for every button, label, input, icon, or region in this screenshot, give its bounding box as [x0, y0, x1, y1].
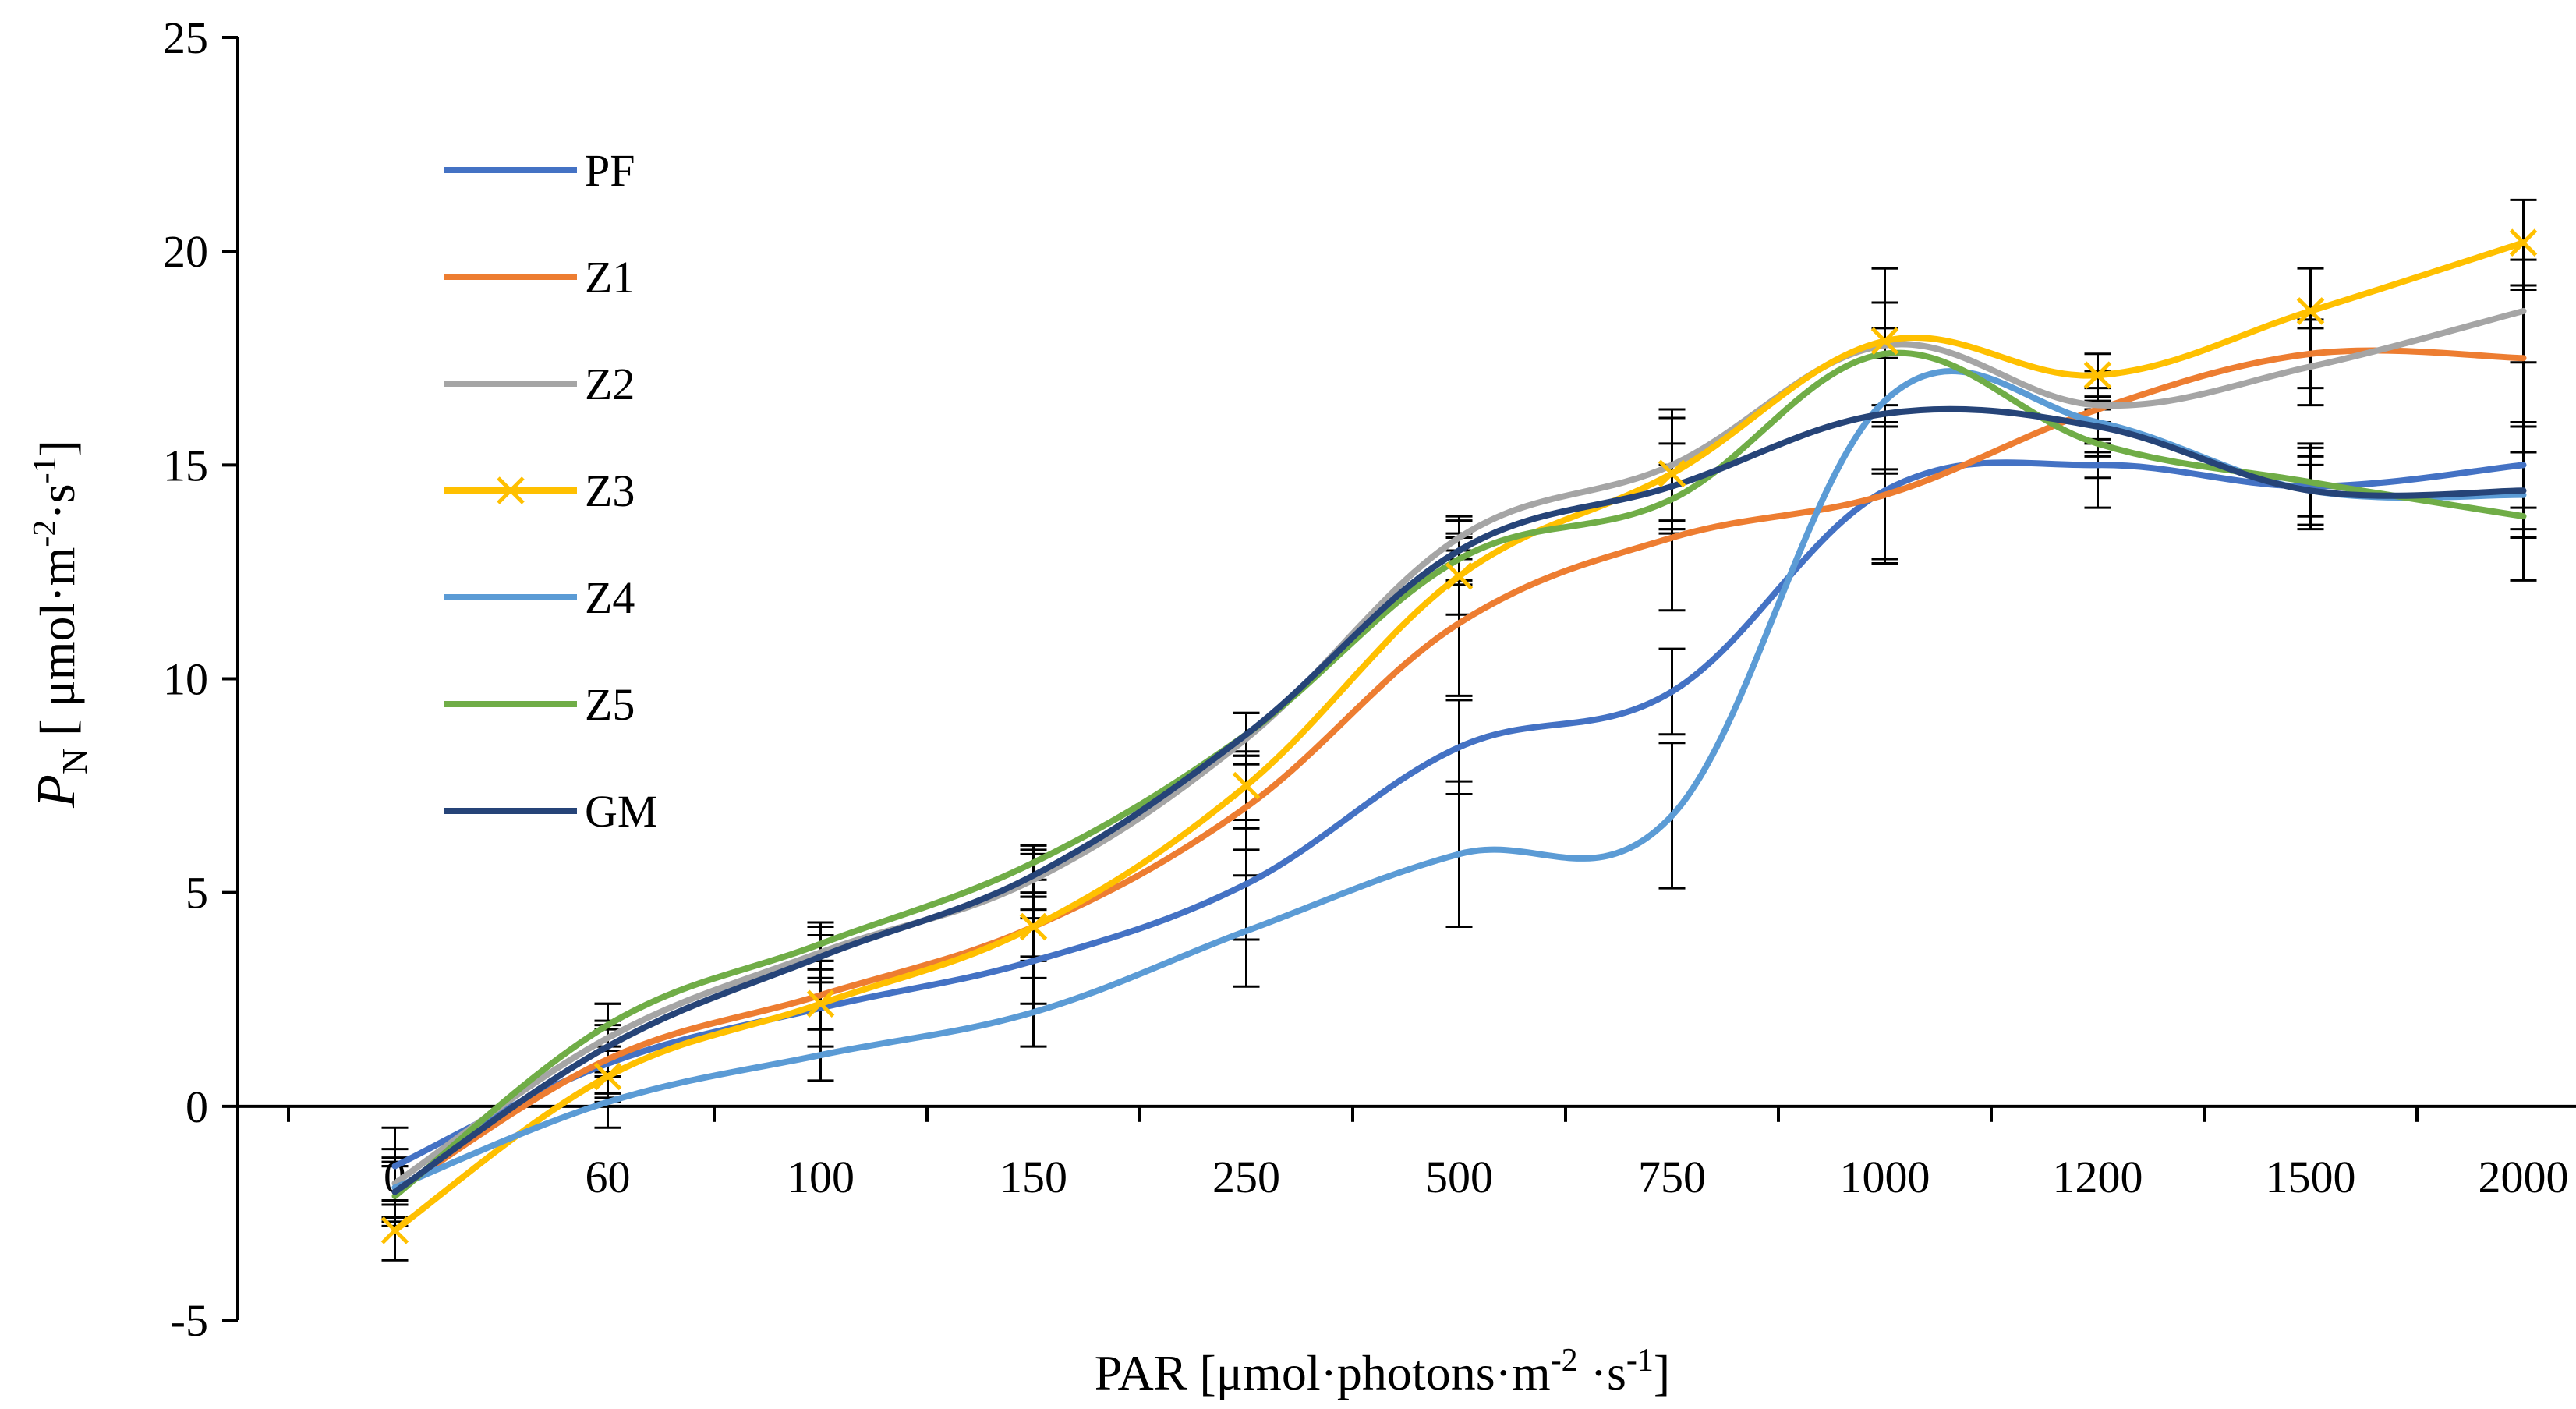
data-point-z3 [1658, 459, 1686, 488]
x-tick-label: 1000 [1840, 1152, 1930, 1202]
series-line-z5 [391, 349, 2527, 1199]
x-tick-label: 1500 [2266, 1152, 2356, 1202]
data-point-z3 [380, 1216, 409, 1244]
error-bars [381, 198, 2537, 1262]
y-tick-label: 15 [163, 440, 208, 490]
x-tick-label: 2000 [2479, 1152, 2569, 1202]
x-tick-label: 1200 [2053, 1152, 2143, 1202]
legend-label: Z2 [585, 359, 635, 409]
legend-item-z1: Z1 [444, 252, 635, 303]
series-line-z1 [391, 347, 2527, 1195]
series-line-gm [391, 405, 2527, 1195]
y-tick-label: 25 [163, 12, 208, 63]
series-lines [391, 239, 2527, 1234]
legend-label: PF [585, 145, 635, 196]
x-tick-label: 250 [1212, 1152, 1280, 1202]
x-tick-label: 60 [586, 1152, 631, 1202]
data-point-z3 [1019, 912, 1048, 941]
data-point-z3 [806, 989, 835, 1018]
legend-item-z4: Z4 [444, 572, 635, 623]
data-point-z3 [2296, 297, 2325, 325]
legend-item-z5: Z5 [444, 679, 635, 730]
legend-label: GM [585, 786, 657, 837]
legend: PF Z1 Z2 Z3 Z4 Z5 GM [444, 145, 657, 837]
y-axis-title: PN [ μmol·m-2·s-1] [27, 440, 94, 809]
data-point-z3 [2509, 228, 2538, 257]
legend-label: Z4 [585, 572, 635, 623]
legend-label: Z1 [585, 252, 635, 303]
y-tick-label: -5 [171, 1295, 208, 1346]
x-tick-label: 750 [1638, 1152, 1706, 1202]
y-tick-label: 0 [186, 1082, 208, 1132]
data-point-z3 [1232, 771, 1261, 800]
data-point-z3 [1870, 327, 1899, 356]
data-point-z3 [1445, 562, 1474, 590]
data-point-z3 [2083, 361, 2112, 389]
series-line-z2 [391, 307, 2527, 1187]
legend-item-pf: PF [444, 145, 635, 196]
y-tick-label: 20 [163, 226, 208, 277]
x-tick-label: 150 [1000, 1152, 1067, 1202]
y-tick-label: 10 [163, 654, 208, 705]
legend-item-gm: GM [444, 786, 657, 837]
legend-label: Z5 [585, 679, 635, 730]
x-tick-label: 500 [1425, 1152, 1493, 1202]
data-point-z3 [593, 1062, 622, 1091]
series-markers [380, 228, 2538, 1244]
legend-item-z3: Z3 [444, 466, 635, 516]
legend-label: Z3 [585, 466, 635, 516]
x-tick-label: 100 [787, 1152, 855, 1202]
y-tick-label: 5 [186, 868, 208, 919]
legend-item-z2: Z2 [444, 359, 635, 409]
x-axis-title: PAR [μmol·photons·m-2 ·s-1] [1095, 1343, 1670, 1400]
